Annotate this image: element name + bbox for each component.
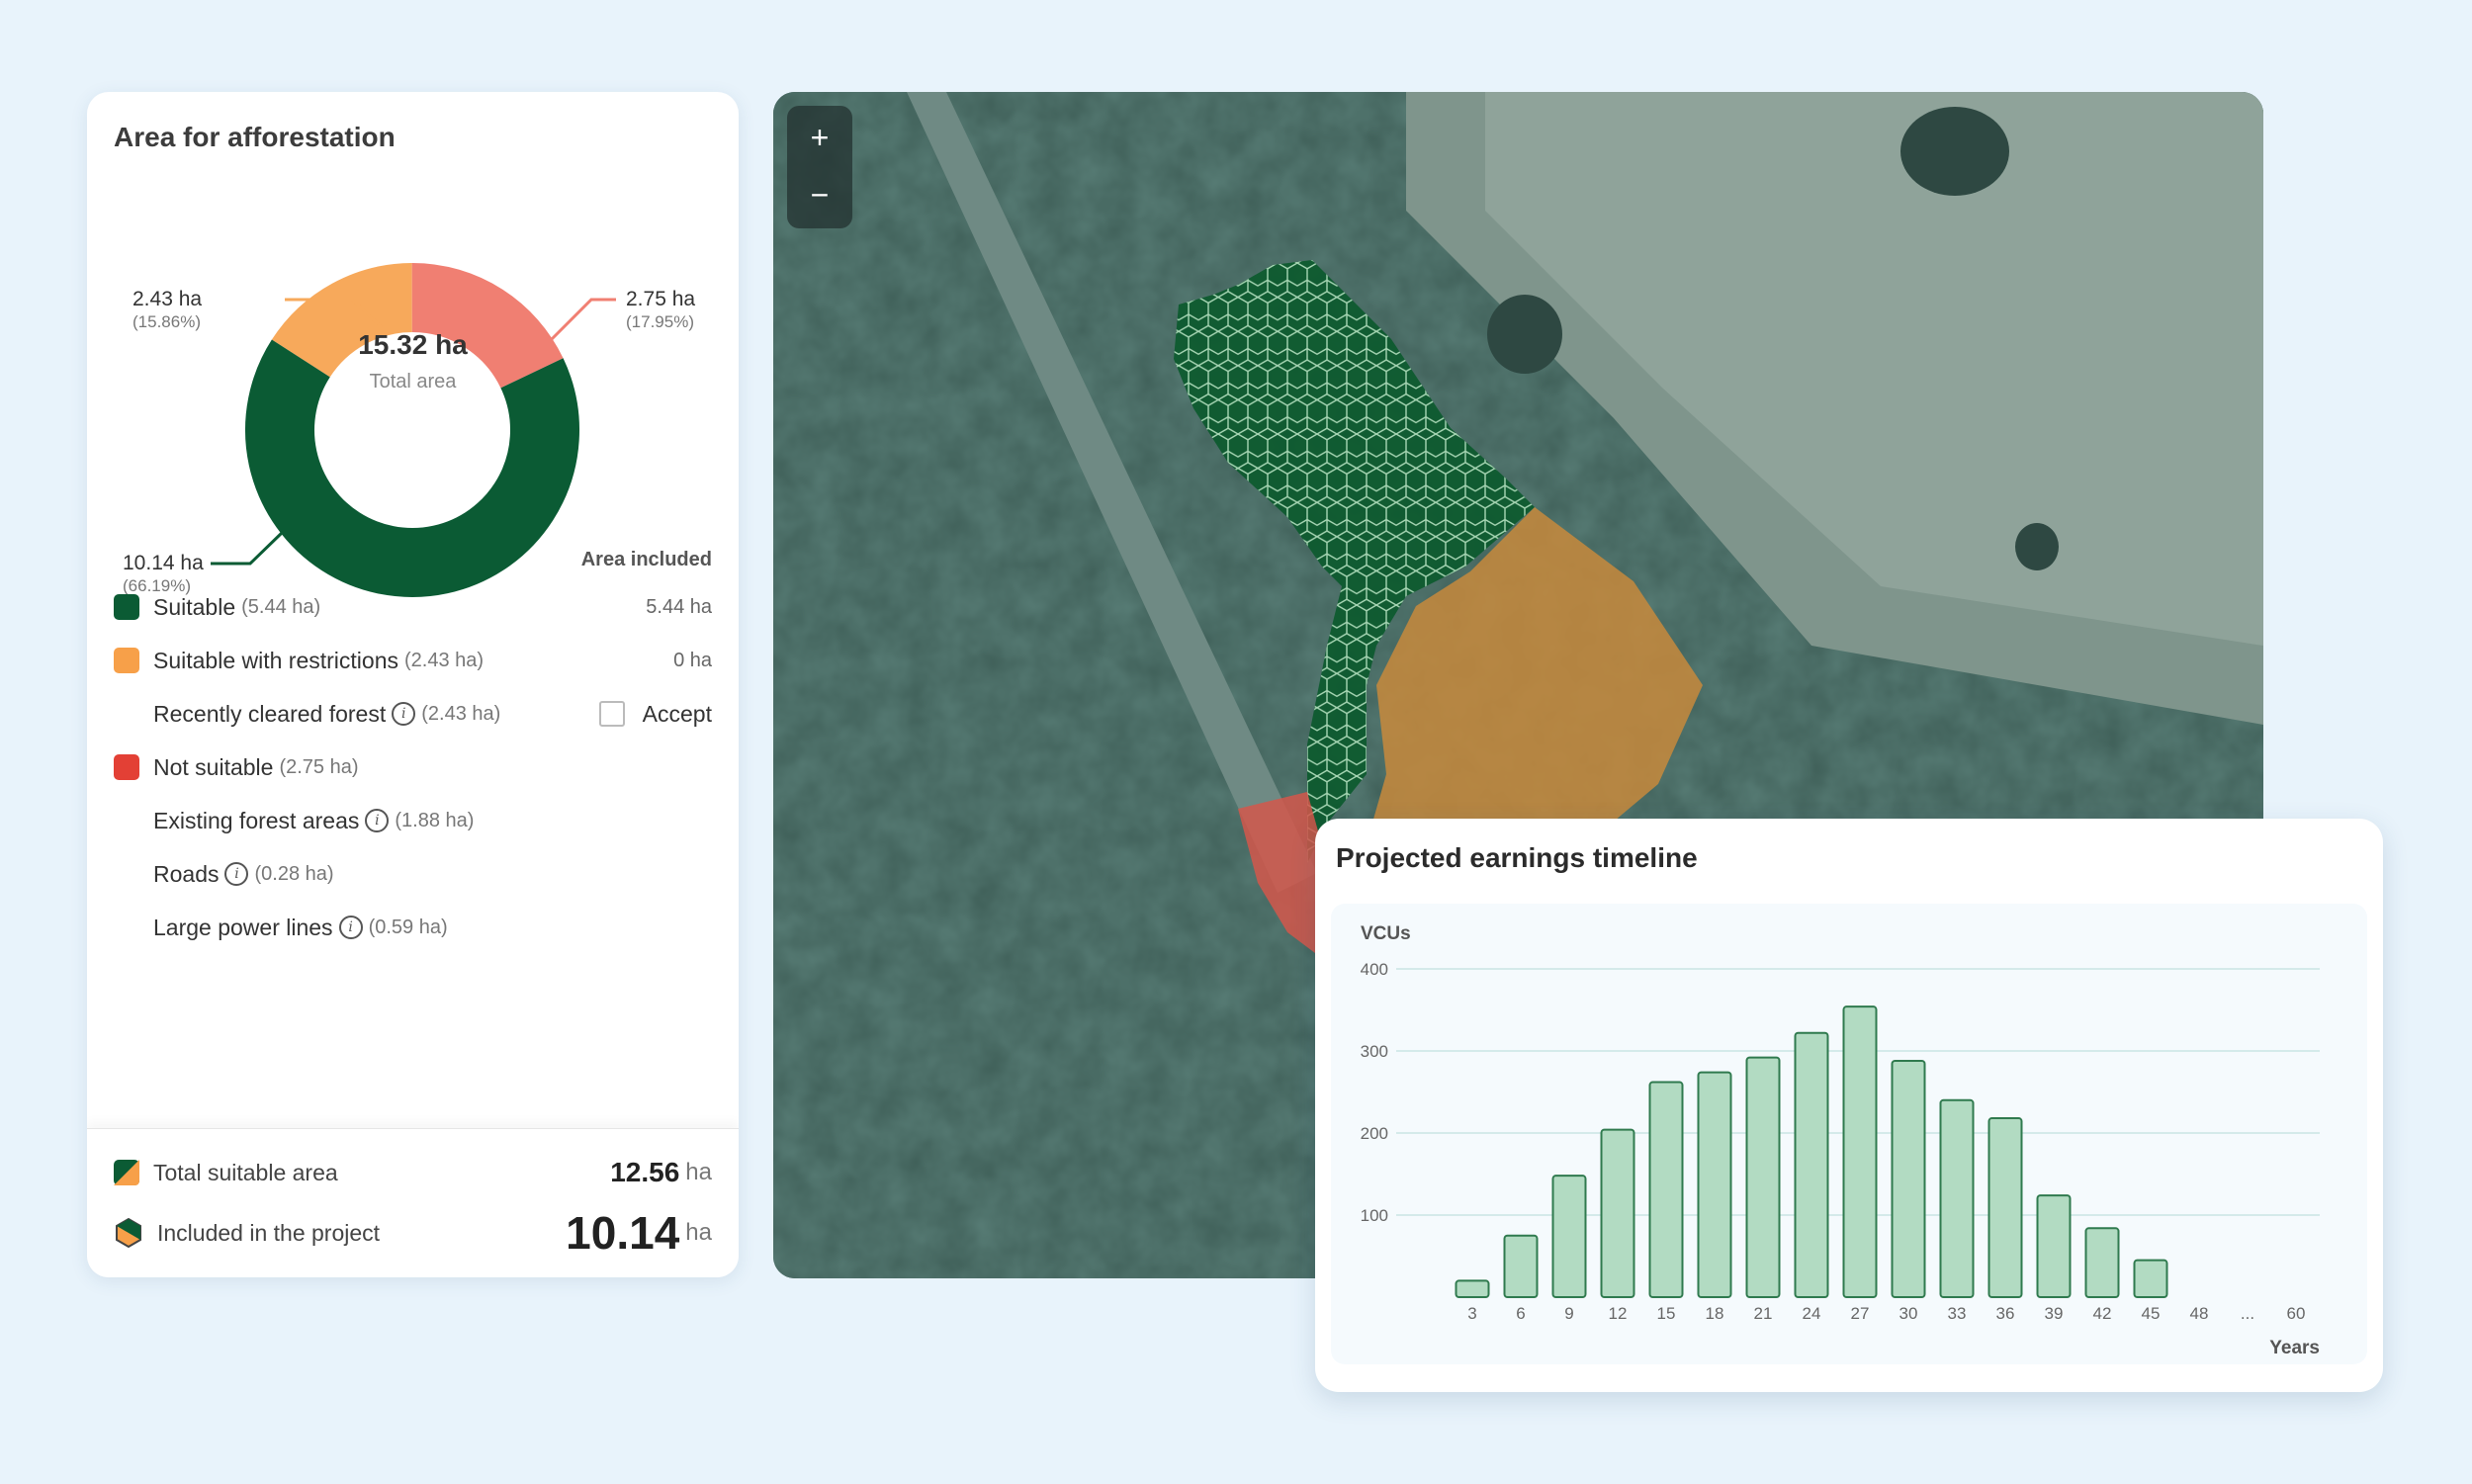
info-icon[interactable]: i <box>365 809 390 832</box>
suitable-swatch <box>114 594 139 620</box>
x-tick-label: 36 <box>1996 1304 2015 1323</box>
zoom-in-button[interactable]: + <box>810 120 830 155</box>
x-tick-label: 42 <box>2093 1304 2112 1323</box>
bar-year-18 <box>1697 1071 1732 1298</box>
bar-year-27 <box>1842 1005 1878 1299</box>
bar-year-15 <box>1648 1081 1684 1298</box>
bar-year-24 <box>1794 1031 1829 1299</box>
donut-segment-2 <box>245 263 579 597</box>
x-tick-label: 12 <box>1609 1304 1628 1323</box>
restricted-swatch <box>114 648 139 673</box>
x-tick-label: 3 <box>1467 1304 1476 1323</box>
donut-segments <box>245 263 579 597</box>
x-tick-label: ... <box>2241 1304 2254 1323</box>
legend-power-lines: Large power lines i (0.59 ha) <box>153 914 448 940</box>
panel-title: Area for afforestation <box>114 122 396 152</box>
x-tick-label: 30 <box>1899 1304 1918 1323</box>
total-suitable-row: Total suitable area 12.56 ha <box>114 1153 712 1192</box>
zoom-controls: + − <box>787 106 852 228</box>
zoom-out-button[interactable]: − <box>810 177 830 213</box>
legend-not-suitable: Not suitable (2.75 ha) <box>114 747 712 787</box>
bar-year-45 <box>2133 1259 2168 1298</box>
y-tick-label: 300 <box>1361 1042 1388 1061</box>
hexagon-icon <box>116 1218 141 1248</box>
bar-year-12 <box>1600 1128 1635 1298</box>
x-tick-label: 60 <box>2287 1304 2306 1323</box>
total-area-value: 15.32 ha <box>358 329 468 360</box>
info-icon[interactable]: i <box>338 916 363 939</box>
legend-suitable: Suitable (5.44 ha) 5.44 ha <box>114 587 712 627</box>
x-tick-label: 21 <box>1754 1304 1773 1323</box>
bar-year-21 <box>1745 1056 1781 1298</box>
x-tick-label: 27 <box>1851 1304 1870 1323</box>
legend-existing-forest: Existing forest areas i (1.88 ha) <box>153 807 475 833</box>
x-tick-label: 45 <box>2142 1304 2161 1323</box>
donut-segment-1 <box>245 263 579 597</box>
callout-restricted: 2.43 ha (15.86%) <box>132 288 203 332</box>
chart-title: Projected earnings timeline <box>1336 842 1698 873</box>
x-tick-label: 6 <box>1516 1304 1525 1323</box>
x-tick-label: 24 <box>1803 1304 1821 1323</box>
y-tick-label: 100 <box>1361 1206 1388 1225</box>
suitable-included-value: 5.44 ha <box>646 595 712 618</box>
x-tick-label: 18 <box>1706 1304 1724 1323</box>
legend-recently-cleared: Recently cleared forest i (2.43 ha) Acce… <box>153 700 712 728</box>
area-included-header: Area included <box>580 549 712 570</box>
bar-year-6 <box>1503 1234 1539 1298</box>
bar-year-36 <box>1987 1117 2023 1298</box>
accept-checkbox[interactable]: Accept <box>598 701 712 728</box>
bar-year-42 <box>2084 1227 2120 1298</box>
x-tick-label: 39 <box>2045 1304 2064 1323</box>
total-suitable-icon <box>114 1160 139 1185</box>
callout-line-not-suitable <box>550 298 616 341</box>
not-suitable-swatch <box>114 754 139 780</box>
callout-not-suitable: 2.75 ha (17.95%) <box>626 288 696 332</box>
panel-footer: Total suitable area 12.56 ha Included in… <box>87 1128 739 1277</box>
bar-year-30 <box>1891 1059 1926 1298</box>
afforestation-panel: Area for afforestation 2.43 ha (15.86%) … <box>87 92 739 1277</box>
area-donut-chart: 2.43 ha (15.86%) 2.75 ha (17.95%) 10.14 … <box>87 171 739 626</box>
bar-year-39 <box>2036 1194 2072 1298</box>
total-area-label: Total area <box>369 371 457 393</box>
x-tick-label: 9 <box>1564 1304 1573 1323</box>
callout-suitable: 10.14 ha (66.19%) <box>123 552 204 596</box>
included-project-row: Included in the project 10.14 ha <box>114 1207 712 1259</box>
bar-year-33 <box>1939 1098 1975 1298</box>
y-axis-label: VCUs <box>1361 923 1411 944</box>
x-axis-label: Years <box>2269 1338 2320 1358</box>
legend-roads: Roads i (0.28 ha) <box>153 860 334 887</box>
info-icon[interactable]: i <box>224 862 249 886</box>
legend-suitable-with-restrictions: Suitable with restrictions (2.43 ha) 0 h… <box>114 641 712 680</box>
x-tick-label: 48 <box>2190 1304 2209 1323</box>
checkbox-icon[interactable] <box>598 701 625 727</box>
total-suitable-value: 12.56 <box>610 1157 680 1187</box>
y-tick-label: 200 <box>1361 1124 1388 1143</box>
bar-year-9 <box>1551 1175 1587 1298</box>
callout-line-restricted <box>285 298 384 329</box>
x-tick-label: 15 <box>1657 1304 1676 1323</box>
included-project-value: 10.14 <box>566 1207 680 1259</box>
chart-area: VCUs 100 200 300 400 3 6 9 12 15 18 21 24 27 30 33 36 39 4… <box>1331 904 2367 1364</box>
y-tick-label: 400 <box>1361 960 1388 979</box>
callout-line-suitable <box>211 530 285 566</box>
info-icon[interactable]: i <box>392 702 416 726</box>
earnings-timeline-card: Projected earnings timeline VCUs 100 200 30… <box>1315 819 2383 1392</box>
x-tick-label: 33 <box>1948 1304 1967 1323</box>
restricted-included-value: 0 ha <box>673 649 712 671</box>
bar-year-3 <box>1455 1279 1490 1298</box>
